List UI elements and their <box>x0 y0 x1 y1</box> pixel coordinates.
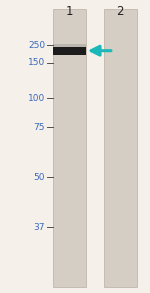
Text: 1: 1 <box>65 5 73 18</box>
Text: 100: 100 <box>28 94 45 103</box>
Text: 150: 150 <box>28 59 45 67</box>
Text: 50: 50 <box>33 173 45 182</box>
Text: 250: 250 <box>28 41 45 50</box>
Text: 2: 2 <box>116 5 124 18</box>
Bar <box>52 9 86 287</box>
Text: 75: 75 <box>33 123 45 132</box>
Bar <box>52 44 86 47</box>
Text: 37: 37 <box>33 223 45 231</box>
Bar <box>52 47 86 55</box>
Bar <box>103 9 136 287</box>
Bar <box>52 51 86 55</box>
